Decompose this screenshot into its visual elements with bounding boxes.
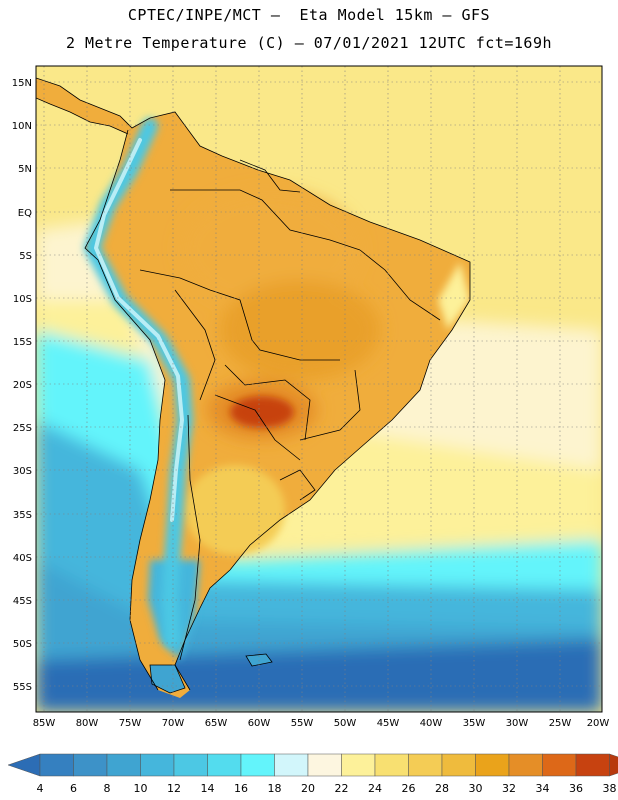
amazon-warm-region bbox=[180, 190, 360, 310]
central-brazil-warm-region bbox=[220, 280, 380, 380]
lat-label: 10S bbox=[13, 294, 32, 305]
lat-label: 50S bbox=[13, 639, 32, 650]
colorbar-label: 6 bbox=[70, 782, 77, 795]
colorbar: 4 6 8 10 12 14 16 18 20 22 24 26 28 30 32 34 36 38 bbox=[7, 753, 618, 795]
lat-label: 55S bbox=[13, 682, 32, 693]
lon-label: 35W bbox=[463, 718, 486, 729]
lon-label: 45W bbox=[377, 718, 400, 729]
map-panel bbox=[36, 66, 602, 712]
colorbar-label: 26 bbox=[402, 782, 416, 795]
colorbar-arrow-high bbox=[609, 753, 618, 777]
lon-label: 40W bbox=[420, 718, 443, 729]
lon-label: 60W bbox=[248, 718, 271, 729]
northeast-coast-region bbox=[438, 262, 470, 330]
colorbar-label: 34 bbox=[536, 782, 550, 795]
lon-label: 70W bbox=[162, 718, 185, 729]
latitude-axis: 15N 10N 5N EQ 5S 10S 15S 20S 25S 30S 35S… bbox=[12, 78, 32, 693]
colorbar-arrow-low bbox=[7, 753, 41, 777]
colorbar-label: 18 bbox=[268, 782, 282, 795]
lon-label: 85W bbox=[33, 718, 56, 729]
lon-label: 80W bbox=[76, 718, 99, 729]
coastlines-borders bbox=[36, 77, 471, 694]
andes-high-peaks bbox=[94, 138, 184, 522]
colorbar-label: 36 bbox=[569, 782, 583, 795]
lat-label: 30S bbox=[13, 466, 32, 477]
colorbar-swatch bbox=[173, 753, 208, 777]
map-title-line2: 2 Metre Temperature (C) – 07/01/2021 12U… bbox=[65, 34, 553, 52]
lat-label: 5S bbox=[19, 251, 32, 262]
central-america bbox=[36, 78, 140, 138]
colorbar-label: 28 bbox=[435, 782, 449, 795]
colorbar-swatch bbox=[207, 753, 242, 777]
colorbar-swatch bbox=[374, 753, 409, 777]
colorbar-swatch bbox=[575, 753, 610, 777]
colorbar-label: 14 bbox=[201, 782, 215, 795]
colorbar-swatch bbox=[542, 753, 577, 777]
colorbar-swatch bbox=[240, 753, 275, 777]
colorbar-swatch bbox=[39, 753, 74, 777]
colorbar-swatch bbox=[341, 753, 376, 777]
colorbar-label: 10 bbox=[134, 782, 148, 795]
longitude-axis: 85W 80W 75W 70W 65W 60W 55W 50W 45W 40W … bbox=[33, 718, 610, 729]
colorbar-label: 22 bbox=[335, 782, 349, 795]
colorbar-swatch bbox=[508, 753, 543, 777]
colorbar-swatch bbox=[140, 753, 175, 777]
pampas-region bbox=[185, 465, 285, 555]
lat-label: 35S bbox=[13, 510, 32, 521]
lon-label: 55W bbox=[291, 718, 314, 729]
colorbar-label: 4 bbox=[37, 782, 44, 795]
colorbar-label: 20 bbox=[301, 782, 315, 795]
lat-label: 10N bbox=[12, 121, 32, 132]
colorbar-swatch bbox=[408, 753, 443, 777]
chaco-hottest-region bbox=[230, 396, 294, 428]
colorbar-label: 16 bbox=[234, 782, 248, 795]
lat-label: 45S bbox=[13, 596, 32, 607]
lon-label: 75W bbox=[119, 718, 142, 729]
colorbar-label: 24 bbox=[368, 782, 382, 795]
colorbar-swatch bbox=[274, 753, 309, 777]
lon-label: 25W bbox=[549, 718, 572, 729]
lon-label: 30W bbox=[506, 718, 529, 729]
colorbar-swatch bbox=[307, 753, 342, 777]
colorbar-swatch bbox=[106, 753, 141, 777]
colorbar-label: 8 bbox=[104, 782, 111, 795]
lon-label: 20W bbox=[587, 718, 610, 729]
lat-label: 15N bbox=[12, 78, 32, 89]
lat-label: EQ bbox=[18, 208, 32, 219]
lon-label: 50W bbox=[334, 718, 357, 729]
colorbar-swatch bbox=[441, 753, 476, 777]
map-frame bbox=[35, 65, 603, 713]
lat-label: 40S bbox=[13, 553, 32, 564]
map-title-line1: CPTEC/INPE/MCT – Eta Model 15km – GFS bbox=[127, 6, 491, 24]
colorbar-label: 30 bbox=[469, 782, 483, 795]
colorbar-swatch bbox=[73, 753, 108, 777]
colorbar-label: 12 bbox=[167, 782, 181, 795]
lat-label: 25S bbox=[13, 423, 32, 434]
lat-label: 15S bbox=[13, 337, 32, 348]
lat-label: 20S bbox=[13, 380, 32, 391]
lat-label: 5N bbox=[18, 164, 32, 175]
colorbar-label: 38 bbox=[603, 782, 617, 795]
colorbar-swatch bbox=[475, 753, 510, 777]
colorbar-label: 32 bbox=[502, 782, 516, 795]
lon-label: 65W bbox=[205, 718, 228, 729]
